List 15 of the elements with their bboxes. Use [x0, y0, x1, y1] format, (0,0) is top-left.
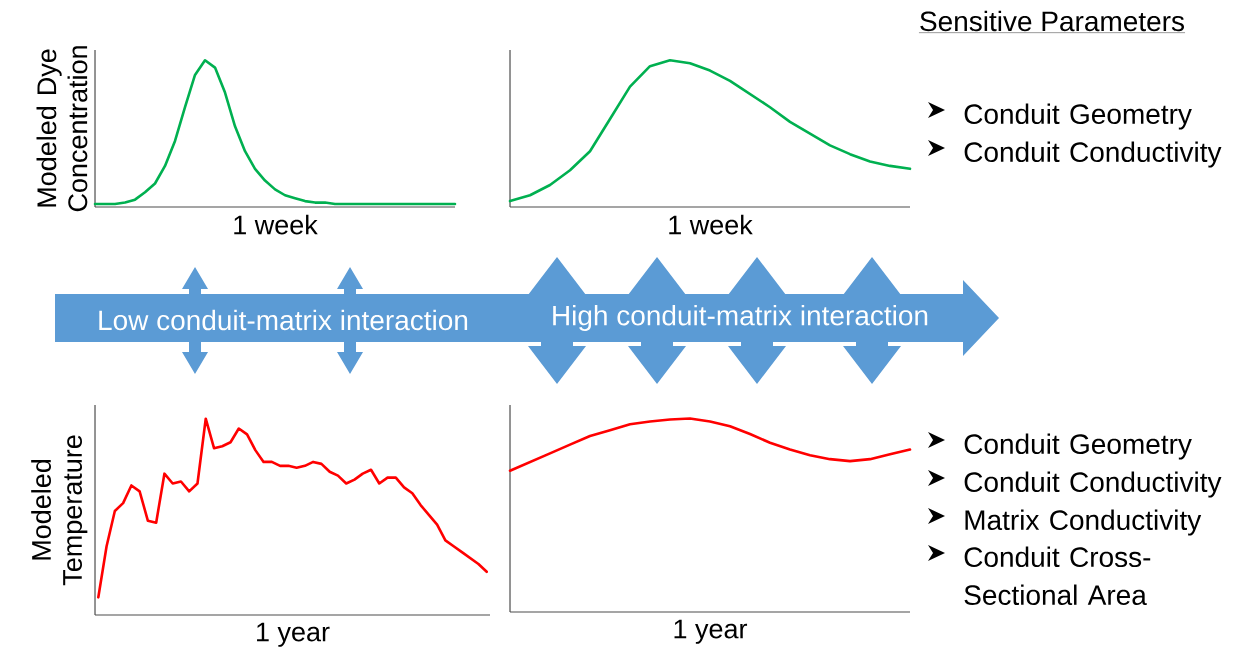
x-axis-title: 1 year [674, 619, 748, 644]
y-axis-title: Modeled Dye Concentration [36, 46, 88, 212]
text: Matrix Conductivity [965, 509, 1202, 536]
x-axis-title: 1 week [669, 214, 753, 235]
y-axis-title: Modeled Temperature [31, 435, 88, 586]
x-axis-title: 1 year [257, 622, 330, 647]
text: Conduit Conductivity [964, 141, 1222, 168]
text: High conduit-matrix interaction [553, 304, 928, 332]
text: Conduit Conductivity [964, 471, 1222, 498]
text: Conduit Geometry [964, 103, 1192, 130]
text: Conduit Cross-Sectional Area [964, 546, 1151, 606]
x-axis-title: 1 week [234, 214, 318, 235]
text: Low conduit-matrix interaction [99, 309, 468, 331]
text: Sensitive Parameters [920, 10, 1184, 32]
text: Conduit Geometry [964, 433, 1192, 460]
